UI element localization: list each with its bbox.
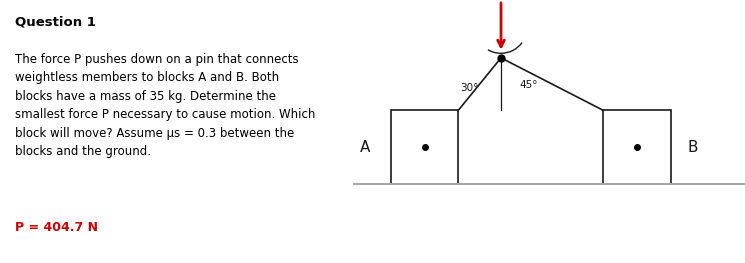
Text: Question 1: Question 1 (15, 16, 96, 29)
Bar (603, 110, 670, 184)
Text: B: B (688, 140, 698, 155)
Bar (391, 110, 458, 184)
Text: A: A (360, 140, 370, 155)
Text: P = 404.7 N: P = 404.7 N (15, 221, 98, 234)
Text: The force P pushes down on a pin that connects
weightless members to blocks A an: The force P pushes down on a pin that co… (15, 53, 315, 158)
Text: 30°: 30° (460, 83, 478, 93)
Text: 45°: 45° (520, 80, 538, 90)
